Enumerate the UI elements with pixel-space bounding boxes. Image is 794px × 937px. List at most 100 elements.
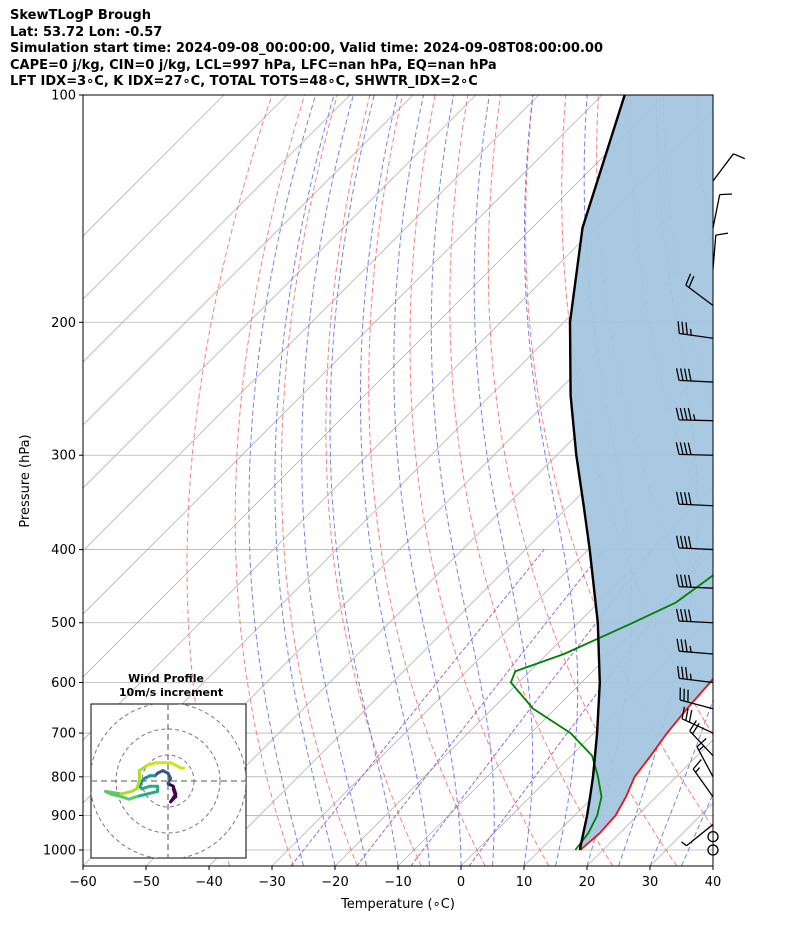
moist-adiabat xyxy=(618,95,699,866)
dry-adiabat xyxy=(281,95,358,866)
y-tick-label: 400 xyxy=(51,543,76,558)
hodograph-segment xyxy=(169,792,178,804)
moist-adiabat xyxy=(274,95,336,866)
isotherm-line xyxy=(83,95,288,300)
dewpoint-line xyxy=(510,574,713,851)
dry-adiabat xyxy=(234,95,306,866)
isotherm-line xyxy=(460,613,713,866)
y-tick-label: 100 xyxy=(51,89,76,104)
isotherm-line xyxy=(83,95,666,678)
indices-line: LFT IDX=3∘C, K IDX=27∘C, TOTAL TOTS=48∘C… xyxy=(10,74,478,89)
hodograph-title: Wind Profile xyxy=(128,672,204,685)
x-tick-label: 30 xyxy=(642,875,659,890)
moist-adiabat xyxy=(473,95,534,866)
temperature-line xyxy=(579,677,713,851)
moist-adiabat xyxy=(393,95,462,866)
x-tick-label: −30 xyxy=(258,875,285,890)
x-axis-label: Temperature (∘C) xyxy=(340,897,455,912)
wind-barb xyxy=(712,232,729,270)
dry-adiabat xyxy=(449,95,614,866)
y-tick-label: 1000 xyxy=(43,844,76,859)
hodograph-segment xyxy=(137,763,149,773)
moist-adiabat xyxy=(360,95,430,866)
wind-barb xyxy=(677,666,714,684)
isotherm-line xyxy=(83,95,603,615)
dry-adiabat xyxy=(368,95,486,866)
wind-barb xyxy=(675,368,714,383)
wind-barb xyxy=(712,193,733,229)
wind-barb xyxy=(696,738,714,778)
wind-barb-calm xyxy=(707,844,719,856)
x-tick-label: 10 xyxy=(516,875,533,890)
dry-adiabat xyxy=(729,95,794,866)
y-tick-label: 300 xyxy=(51,449,76,464)
isotherm-line xyxy=(712,865,713,866)
cape-cin-shading xyxy=(570,95,713,850)
x-axis: −60 −50 −40 −30 −20 −10 0 10 20 30 40 xyxy=(69,866,721,890)
chart-title: SkewTLogP Brough xyxy=(10,8,151,23)
hodograph-subtitle: 10m/s increment xyxy=(119,686,223,699)
x-tick-label: −10 xyxy=(384,875,411,890)
y-axis: 100 200 300 400 500 600 700 800 900 1000 xyxy=(43,89,83,859)
wind-barb xyxy=(681,706,714,734)
profiles xyxy=(510,95,713,851)
wind-barb xyxy=(675,407,714,422)
wind-barb xyxy=(679,687,714,710)
isotherm-line xyxy=(83,95,351,363)
dry-adiabat xyxy=(487,95,678,866)
moist-adiabat xyxy=(649,698,713,866)
wind-barb xyxy=(675,535,714,551)
time-line: Simulation start time: 2024-09-08_00:00:… xyxy=(10,41,603,56)
y-tick-label: 500 xyxy=(51,616,76,631)
wind-barb xyxy=(675,491,714,507)
moist-adiabat xyxy=(301,95,367,866)
dry-adiabat xyxy=(525,95,713,829)
dry-adiabat xyxy=(325,95,422,866)
isotherm-line xyxy=(83,95,540,552)
wind-barb xyxy=(675,608,714,624)
x-tick-label: −50 xyxy=(132,875,159,890)
hodograph: Wind Profile 10m/s increment xyxy=(90,672,247,859)
isotherm-line xyxy=(397,550,713,866)
wind-barb xyxy=(675,574,714,589)
moist-adiabat xyxy=(712,864,713,866)
cin-shaded-area xyxy=(570,95,713,850)
moist-adiabats xyxy=(248,95,713,866)
mixing-ratio-line xyxy=(410,549,654,866)
x-tick-label: −40 xyxy=(195,875,222,890)
y-tick-label: 700 xyxy=(51,727,76,742)
parcel-line xyxy=(568,95,626,851)
moist-adiabat xyxy=(329,95,399,866)
moist-adiabat xyxy=(248,95,317,866)
dry-adiabat xyxy=(409,95,550,866)
isotherm-line xyxy=(145,298,713,866)
x-tick-label: 40 xyxy=(705,875,722,890)
hodograph-segment xyxy=(104,789,123,796)
y-tick-label: 600 xyxy=(51,676,76,691)
location-line: Lat: 53.72 Lon: -0.57 xyxy=(10,24,163,40)
header: SkewTLogP Brough Lat: 53.72 Lon: -0.57 S… xyxy=(10,8,603,91)
wind-barb xyxy=(677,321,714,339)
x-tick-label: −20 xyxy=(321,875,348,890)
x-tick-label: 0 xyxy=(457,875,465,890)
wind-barb xyxy=(675,442,714,456)
wind-barb xyxy=(712,153,746,182)
moist-adiabat xyxy=(523,95,579,866)
isotherm-line xyxy=(334,487,713,866)
wind-barb xyxy=(681,823,714,847)
y-tick-label: 200 xyxy=(51,316,76,331)
plot-area xyxy=(83,95,794,866)
moist-adiabat xyxy=(430,95,495,866)
wind-barb xyxy=(689,720,714,757)
dry-adiabat xyxy=(186,95,273,866)
y-axis-label: Pressure (hPa) xyxy=(18,434,33,527)
wind-barbs xyxy=(675,153,746,856)
params-line: CAPE=0 j/kg, CIN=0 j/kg, LCL=997 hPa, LF… xyxy=(10,57,497,73)
wind-barb xyxy=(685,273,714,306)
dry-adiabat xyxy=(761,95,794,866)
y-tick-label: 800 xyxy=(51,770,76,785)
isotherm-line xyxy=(83,95,225,237)
hodograph-segment xyxy=(119,789,134,796)
hodograph-segment xyxy=(109,792,123,799)
